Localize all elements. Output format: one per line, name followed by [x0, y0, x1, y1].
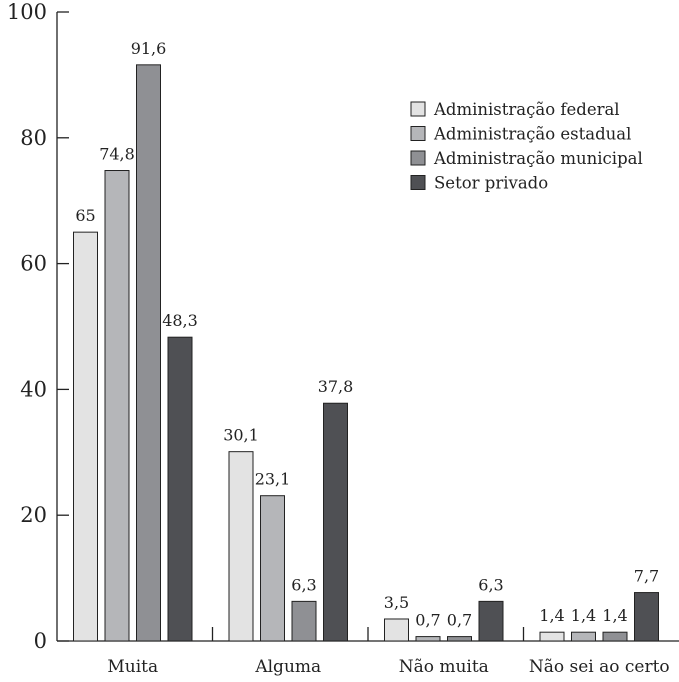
- bar: [571, 631, 596, 642]
- data-label: 65: [75, 206, 95, 225]
- data-label: 48,3: [162, 311, 198, 330]
- data-label: 91,6: [131, 39, 167, 58]
- bar: [73, 231, 98, 642]
- data-label: 6,3: [291, 575, 316, 594]
- y-tick-label: 60: [20, 252, 47, 276]
- y-tick-label: 0: [34, 629, 47, 653]
- data-label: 23,1: [255, 470, 291, 489]
- y-tick-label: 20: [20, 503, 47, 527]
- bar: [415, 636, 441, 642]
- bar: [228, 451, 254, 642]
- legend-swatch: [410, 126, 426, 141]
- bar: [384, 618, 409, 642]
- data-label: 3,5: [384, 593, 409, 612]
- x-tick-label: Alguma: [254, 657, 321, 677]
- data-label: 7,7: [634, 567, 659, 586]
- legend: Administração federal Administração estad…: [410, 100, 643, 193]
- bar: [478, 600, 504, 642]
- bar: [447, 636, 472, 642]
- data-label: 37,8: [318, 377, 354, 396]
- legend-swatch: [410, 101, 426, 117]
- legend-swatch: [410, 175, 426, 190]
- bar: [291, 600, 317, 642]
- bar: [260, 495, 285, 642]
- x-tick-label: Não muita: [399, 657, 489, 677]
- bar: [104, 170, 130, 642]
- y-tick-label: 40: [20, 377, 47, 401]
- y-tick-label: 80: [20, 126, 47, 150]
- legend-label: Administração estadual: [433, 125, 631, 144]
- bar: [167, 336, 193, 642]
- legend-label: Administração federal: [433, 100, 620, 119]
- y-tick-label: 100: [7, 0, 47, 24]
- bar: [539, 631, 565, 642]
- x-tick-label: Muita: [107, 657, 158, 677]
- legend-label: Setor privado: [434, 174, 548, 193]
- x-tick-label: Não sei ao certo: [529, 657, 670, 677]
- data-label: 6,3: [478, 575, 503, 594]
- bar: [634, 592, 659, 642]
- data-label: 0,7: [415, 611, 440, 630]
- bar: [602, 631, 628, 642]
- data-label: 30,1: [223, 426, 259, 445]
- data-label: 74,8: [99, 145, 135, 164]
- bar: [136, 64, 161, 642]
- data-label: 0,7: [447, 611, 472, 630]
- bars: [73, 64, 659, 642]
- value-labels: 65 74,8 91,6 48,3 30,1 23,1 6,3 37,8 3,5 0,7 0,7 6,…: [75, 39, 659, 630]
- data-label: 1,4: [571, 606, 596, 625]
- data-label: 1,4: [539, 606, 564, 625]
- data-label: 1,4: [602, 606, 627, 625]
- bar: [323, 402, 348, 642]
- legend-label: Administração municipal: [433, 149, 643, 168]
- axes: 0 20 40 60 80 100 Muita Alguma Não muita Não sei …: [7, 0, 679, 677]
- legend-swatch: [410, 150, 426, 166]
